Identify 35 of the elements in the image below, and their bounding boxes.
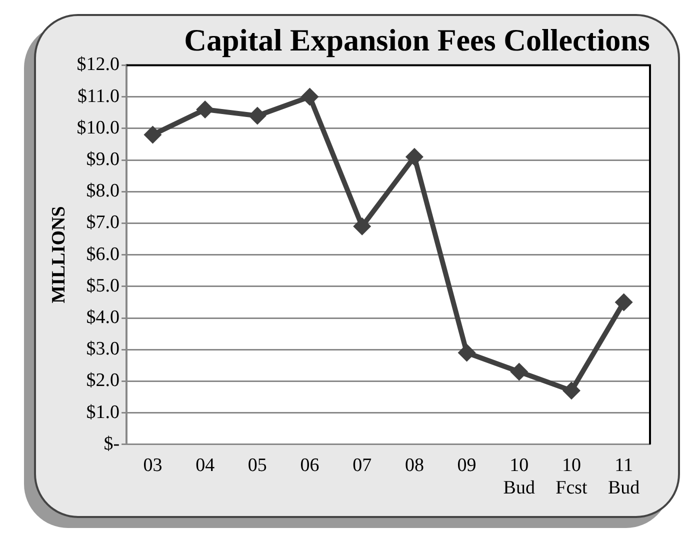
point (458, 344, 476, 362)
y-tick-label: $6.0 (86, 244, 120, 265)
y-tick-label: $- (104, 433, 120, 454)
point (144, 126, 162, 144)
y-tick-label: $10.0 (76, 117, 120, 138)
x-tick-label: 09 (457, 454, 476, 476)
x-tick-label: 08 (404, 454, 424, 476)
x-tick-label: 10 Fcst (556, 454, 588, 499)
y-tick-label: $12.0 (76, 54, 120, 76)
y-tick-label: $5.0 (86, 275, 120, 296)
y-tick-label: $8.0 (86, 180, 120, 202)
point (248, 106, 266, 125)
point (510, 362, 528, 381)
x-tick-label: 07 (352, 454, 372, 476)
point (353, 217, 372, 236)
x-tick-label: 03 (143, 454, 162, 476)
point (562, 382, 580, 400)
point (196, 100, 214, 118)
y-tick-label: $3.0 (86, 338, 120, 360)
y-tick-label: $4.0 (86, 306, 120, 328)
y-axis-title: MILLIONS (48, 206, 70, 304)
y-tick-label: $1.0 (86, 402, 120, 423)
x-tick-label: 06 (300, 454, 320, 476)
y-tick-label: $9.0 (86, 148, 120, 170)
y-tick-label: $7.0 (86, 212, 120, 234)
x-tick-label: 05 (248, 454, 267, 476)
x-tick-label: 10 Bud (503, 454, 536, 499)
y-tick-label: $11.0 (78, 86, 120, 107)
x-tick-label: 04 (196, 454, 216, 476)
point (405, 148, 424, 166)
chart-title: Capital Expansion Fees Collections (184, 22, 650, 58)
x-tick-label: 11 Bud (608, 454, 640, 499)
point (614, 293, 633, 312)
point (300, 88, 319, 106)
y-tick-label: $2.0 (86, 370, 120, 392)
